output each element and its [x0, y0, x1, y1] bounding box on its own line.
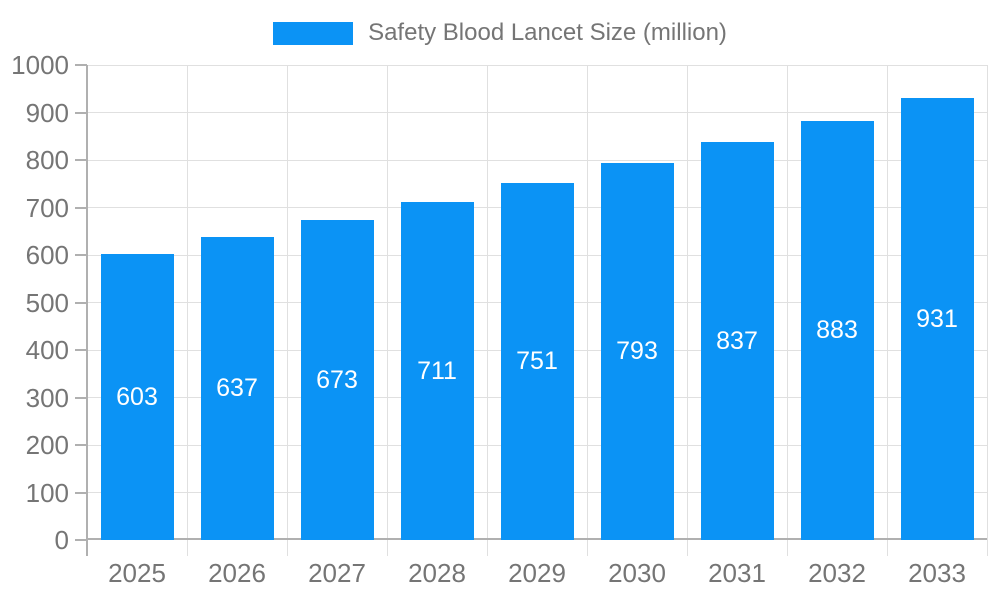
bar-value-label: 637 — [216, 374, 258, 402]
y-tick — [75, 64, 87, 66]
x-gridline — [386, 65, 388, 556]
y-axis-label: 400 — [25, 335, 69, 365]
y-tick — [75, 301, 87, 304]
bar[interactable]: 931 — [900, 98, 974, 540]
x-gridline — [886, 65, 888, 556]
bar[interactable]: 751 — [500, 183, 574, 540]
bar-value-label: 673 — [316, 365, 358, 394]
legend-swatch[interactable] — [273, 21, 354, 45]
y-gridline — [87, 112, 987, 113]
y-tick — [75, 396, 87, 399]
y-axis-label: 600 — [25, 240, 69, 270]
y-axis-label: 900 — [25, 97, 69, 128]
x-gridline — [186, 65, 188, 556]
y-tick — [75, 111, 87, 114]
y-tick — [75, 159, 87, 161]
y-axis-label: 1000 — [11, 50, 69, 80]
bar-value-label: 931 — [916, 304, 958, 333]
x-gridline — [286, 65, 288, 556]
x-axis-label: 2027 — [308, 558, 366, 588]
x-axis-label: 2033 — [908, 558, 966, 588]
bar-value-label: 711 — [417, 356, 457, 385]
x-axis-label: 2025 — [108, 558, 166, 588]
bar-value-label: 837 — [716, 326, 758, 355]
x-gridline — [486, 65, 488, 556]
x-axis-label: 2032 — [808, 558, 866, 588]
bar-value-label: 793 — [616, 337, 658, 365]
bar[interactable]: 793 — [600, 163, 674, 540]
y-axis-label: 300 — [25, 382, 69, 413]
y-tick — [75, 206, 87, 209]
x-gridline — [986, 65, 988, 556]
plot-area: 0 100 200 300 400 500 600 700 800 900 1000 603 2025 6… — [11, 50, 988, 588]
bar[interactable]: 637 — [200, 237, 274, 540]
y-axis-label: 200 — [25, 430, 69, 460]
bar[interactable]: 673 — [300, 220, 374, 540]
y-axis-label: 0 — [54, 525, 69, 555]
y-axis-label: 800 — [25, 145, 69, 175]
x-axis-label: 2028 — [408, 558, 466, 588]
y-tick — [75, 491, 87, 494]
y-tick — [75, 444, 87, 446]
bar-value-label: 751 — [516, 347, 558, 375]
y-tick — [75, 254, 87, 256]
x-axis-label: 2029 — [508, 558, 566, 588]
bar-value-label: 883 — [816, 316, 858, 344]
x-gridline — [786, 65, 788, 556]
x-axis-label: 2030 — [608, 558, 666, 588]
y-gridline — [87, 159, 987, 161]
y-gridline — [87, 64, 987, 66]
x-axis-label: 2031 — [708, 558, 766, 588]
y-axis-label: 500 — [25, 287, 69, 318]
bar-value-label: 603 — [116, 382, 158, 411]
bar[interactable]: 837 — [700, 142, 774, 540]
y-axis-line — [86, 65, 88, 556]
legend: Safety Blood Lancet Size (million) — [0, 19, 1000, 47]
y-axis-label: 700 — [25, 192, 69, 223]
bar[interactable]: 711 — [400, 202, 474, 540]
x-gridline — [686, 65, 688, 556]
bar[interactable]: 883 — [800, 121, 874, 540]
y-axis-label: 100 — [25, 477, 69, 508]
y-tick — [75, 349, 87, 351]
legend-label[interactable]: Safety Blood Lancet Size (million) — [368, 19, 727, 46]
x-axis-label: 2026 — [208, 558, 266, 588]
bar[interactable]: 603 — [100, 254, 174, 540]
x-gridline — [586, 65, 588, 556]
y-tick — [75, 539, 87, 541]
